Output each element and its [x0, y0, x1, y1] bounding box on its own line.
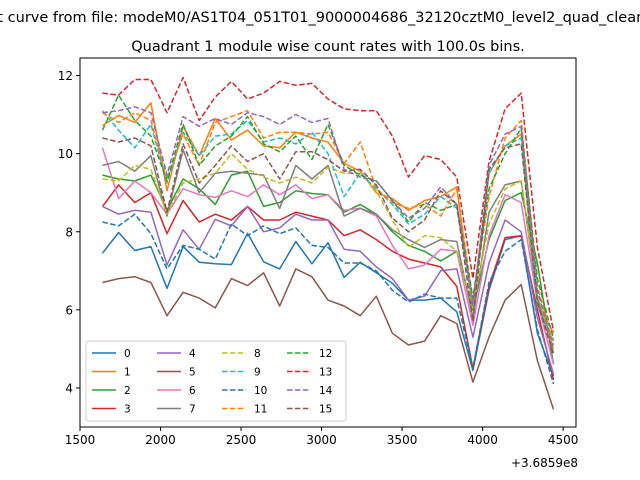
series-line-10	[102, 213, 555, 385]
legend-label: 1	[124, 367, 131, 379]
y-tick-label: 8	[65, 225, 73, 239]
y-axis: 4 6 8 10 12	[58, 69, 80, 395]
legend-label: 11	[254, 404, 267, 416]
x-tick-label: 3000	[306, 433, 337, 447]
legend-label: 15	[319, 404, 332, 416]
series-line-8	[102, 152, 555, 350]
series-layer	[101, 76, 555, 410]
x-tick-label: 3500	[387, 433, 418, 447]
legend-label: 6	[189, 385, 196, 397]
series-line-7	[102, 149, 555, 354]
legend-label: 9	[254, 367, 261, 379]
series-line-11	[102, 109, 555, 346]
y-tick-label: 10	[58, 147, 73, 161]
legend-label: 0	[124, 348, 131, 360]
x-tick-label: 4000	[467, 433, 498, 447]
y-tick-label: 4	[65, 381, 73, 395]
legend-label: 4	[189, 348, 196, 360]
x-axis: 1500 2000 2500 3000 3500 4000 4500	[65, 427, 579, 447]
y-tick-label: 12	[58, 69, 73, 83]
x-tick-label: 4500	[548, 433, 579, 447]
series-line-4	[102, 205, 555, 375]
legend-label: 5	[189, 367, 196, 379]
legend-label: 12	[319, 348, 332, 360]
chart-title: Quadrant 1 module wise count rates with …	[131, 39, 525, 55]
series-line-5	[102, 268, 555, 410]
legend-label: 3	[124, 404, 131, 416]
legend-label: 8	[254, 348, 261, 360]
series-line-14	[102, 106, 555, 350]
legend-label: 2	[124, 385, 131, 397]
legend-label: 13	[319, 367, 332, 379]
x-tick-label: 1500	[65, 433, 96, 447]
legend-box	[85, 340, 347, 422]
x-axis-offset-label: +3.6859e8	[511, 456, 578, 470]
legend-label: 7	[189, 404, 196, 416]
legend-label: 10	[254, 385, 267, 397]
x-tick-label: 2000	[145, 433, 176, 447]
y-tick-label: 6	[65, 303, 73, 317]
axes-frame	[79, 57, 577, 428]
legend-label: 14	[319, 385, 333, 397]
figure-suptitle: Light curve from file: modeM0/AS1T04_051…	[0, 10, 640, 26]
series-line-13	[102, 76, 555, 332]
series-line-15	[102, 137, 555, 356]
x-tick-label: 2500	[226, 433, 257, 447]
series-line-6	[101, 147, 555, 365]
